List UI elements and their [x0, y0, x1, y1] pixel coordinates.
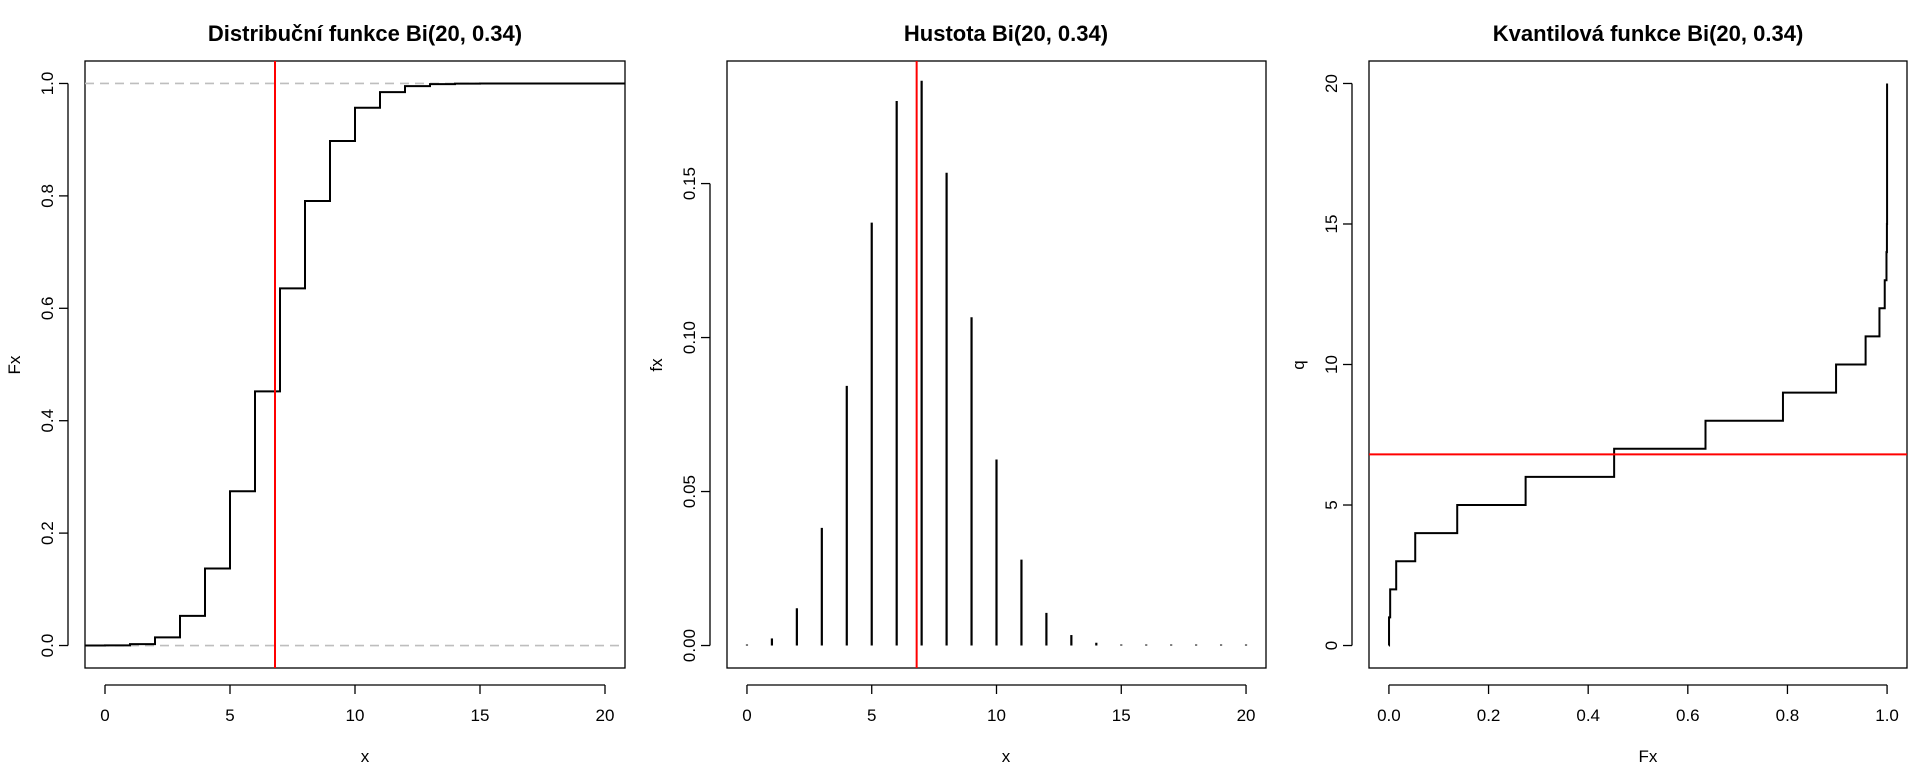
chart-title: Distribuční funkce Bi(20, 0.34)	[208, 21, 522, 46]
y-tick-label: 0.0	[38, 634, 57, 658]
x-tick-label: 0.8	[1776, 706, 1800, 725]
x-axis-label: x	[361, 747, 370, 766]
x-tick-label: 0	[742, 706, 751, 725]
plot-frame	[84, 60, 626, 669]
panel-pmf: Hustota Bi(20, 0.34) x fx	[647, 21, 1108, 766]
chart-title: Hustota Bi(20, 0.34)	[904, 21, 1108, 46]
x-tick-label: 20	[596, 706, 615, 725]
step-series	[85, 82, 625, 647]
y-tick-label: 0.05	[680, 475, 699, 508]
x-tick-label: 0.0	[1377, 706, 1401, 725]
y-tick-label: 15	[1322, 215, 1341, 234]
y-tick-label: 0.6	[38, 296, 57, 320]
x-tick-label: 20	[1237, 706, 1256, 725]
x-tick-label: 15	[1112, 706, 1131, 725]
x-tick-label: 0	[100, 706, 109, 725]
y-tick-label: 0.10	[680, 321, 699, 354]
x-axis-label: Fx	[1639, 747, 1658, 766]
plot-frame	[726, 60, 1267, 669]
x-axis-label: x	[1002, 747, 1011, 766]
x-tick-label: 10	[987, 706, 1006, 725]
x-tick-label: 10	[346, 706, 365, 725]
y-tick-label: 0.15	[680, 167, 699, 200]
y-tick-label: 0.00	[680, 629, 699, 662]
y-axis-label: Fx	[5, 355, 24, 374]
y-tick-label: 0.2	[38, 521, 57, 545]
y-tick-label: 0	[1322, 641, 1341, 650]
y-axis-label: fx	[647, 358, 666, 372]
x-tick-label: 5	[225, 706, 234, 725]
x-tick-label: 0.6	[1676, 706, 1700, 725]
y-tick-label: 20	[1322, 74, 1341, 93]
x-tick-label: 1.0	[1875, 706, 1899, 725]
y-axis-label: q	[1289, 360, 1308, 369]
x-tick-label: 15	[471, 706, 490, 725]
step-series	[1388, 83, 1889, 647]
y-tick-label: 5	[1322, 500, 1341, 509]
x-tick-label: 0.4	[1576, 706, 1600, 725]
panel-cdf: Distribuční funkce Bi(20, 0.34) x Fx	[5, 21, 522, 766]
x-tick-label: 5	[867, 706, 876, 725]
y-tick-label: 10	[1322, 355, 1341, 374]
y-tick-label: 1.0	[38, 72, 57, 96]
chart-title: Kvantilová funkce Bi(20, 0.34)	[1493, 21, 1804, 46]
panel-quantile: Kvantilová funkce Bi(20, 0.34) Fx q	[1289, 21, 1803, 766]
plot-frame	[1368, 60, 1908, 669]
x-tick-label: 0.2	[1477, 706, 1501, 725]
y-tick-label: 0.4	[38, 409, 57, 433]
y-tick-label: 0.8	[38, 184, 57, 208]
